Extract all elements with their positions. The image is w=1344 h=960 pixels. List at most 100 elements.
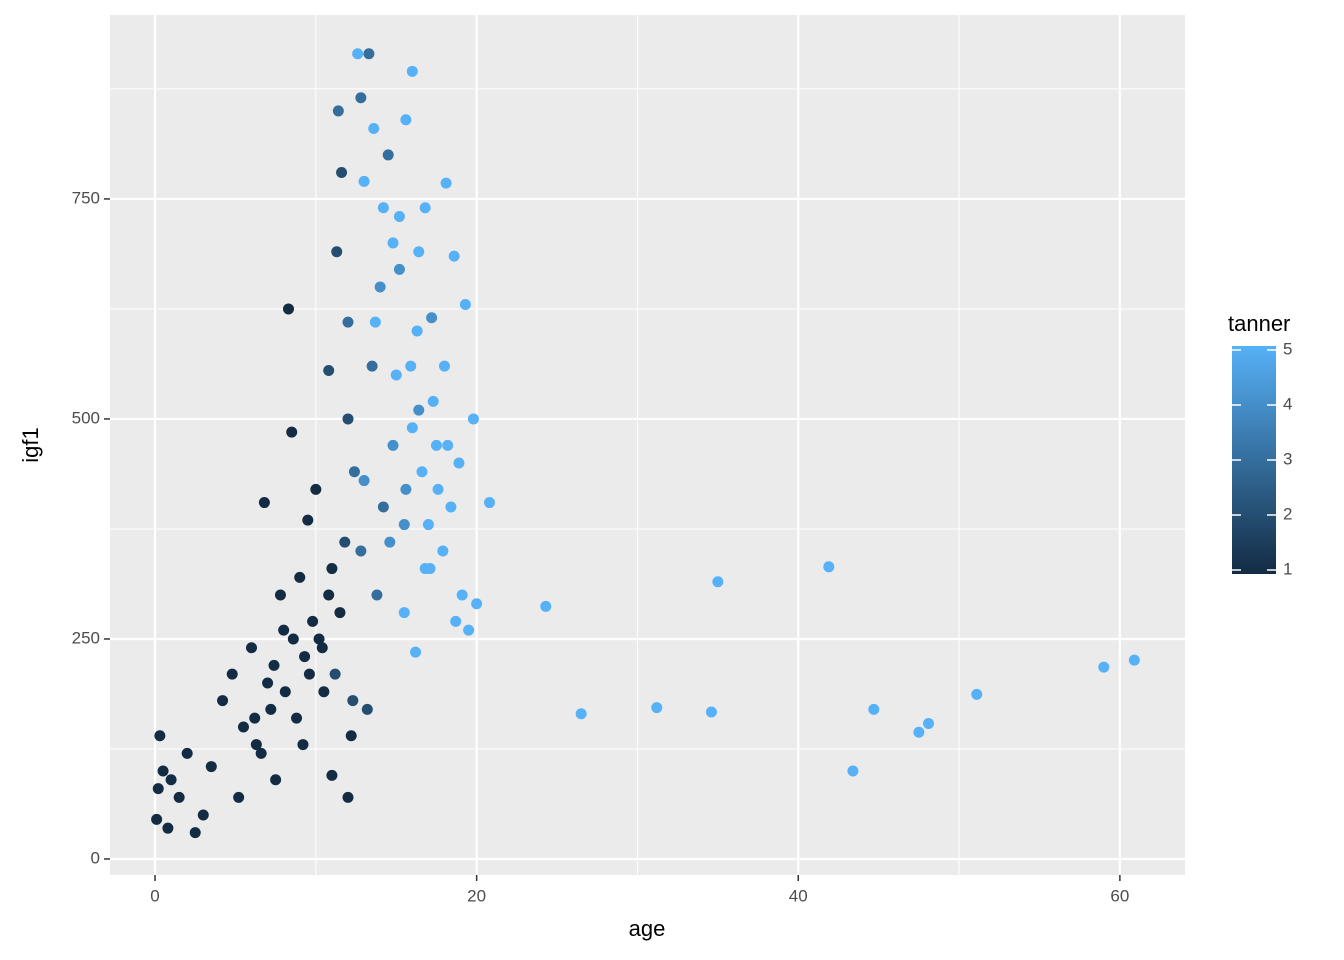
point (371, 589, 383, 601)
legend-label: 1 (1283, 559, 1292, 578)
point (162, 822, 174, 834)
point (297, 739, 309, 751)
point (405, 360, 417, 372)
point (181, 747, 193, 759)
point (400, 114, 412, 126)
point (233, 791, 245, 803)
point (366, 360, 378, 372)
point (189, 827, 201, 839)
point (411, 325, 423, 337)
point (329, 668, 341, 680)
point (438, 360, 450, 372)
point (318, 686, 330, 698)
point (422, 519, 434, 531)
point (151, 813, 163, 825)
point (205, 761, 217, 773)
point (387, 439, 399, 451)
point (419, 563, 431, 575)
point (432, 483, 444, 495)
point (456, 589, 468, 601)
point (197, 809, 209, 821)
point (712, 576, 724, 588)
point (484, 497, 496, 509)
point (282, 303, 294, 315)
y-axis-label: igf1 (18, 427, 43, 462)
point (265, 703, 277, 715)
x-tick-label: 40 (789, 886, 808, 905)
point (427, 395, 439, 407)
point (165, 774, 177, 786)
point (355, 92, 367, 104)
legend-title: tanner (1228, 311, 1290, 336)
point (430, 439, 442, 451)
y-tick-label: 0 (91, 848, 100, 867)
point (323, 365, 335, 377)
point (416, 466, 428, 478)
point (705, 706, 717, 718)
x-axis-label: age (629, 916, 666, 941)
point (152, 783, 164, 795)
point (279, 686, 291, 698)
point (326, 563, 338, 575)
point (467, 413, 479, 425)
point (342, 791, 354, 803)
point (345, 730, 357, 742)
point (823, 561, 835, 573)
point (336, 167, 348, 179)
point (448, 250, 460, 262)
point (303, 668, 315, 680)
point (217, 695, 229, 707)
legend-label: 5 (1283, 339, 1292, 358)
point (255, 747, 267, 759)
point (410, 646, 422, 658)
point (358, 475, 370, 487)
point (413, 404, 425, 416)
point (294, 571, 306, 583)
point (1128, 654, 1140, 666)
point (246, 642, 258, 654)
point (450, 615, 462, 627)
x-tick-label: 60 (1110, 886, 1129, 905)
point (377, 202, 389, 214)
point (355, 545, 367, 557)
point (157, 765, 169, 777)
x-tick-label: 20 (467, 886, 486, 905)
point (387, 237, 399, 249)
point (459, 299, 471, 311)
point (368, 123, 380, 135)
point (651, 702, 663, 714)
point (173, 791, 185, 803)
point (463, 624, 475, 636)
point (237, 721, 249, 733)
y-tick-label: 250 (72, 628, 100, 647)
point (971, 688, 983, 700)
point (369, 316, 381, 328)
point (302, 514, 314, 526)
point (426, 312, 438, 324)
point (347, 695, 359, 707)
point (377, 501, 389, 513)
point (358, 175, 370, 187)
legend-label: 2 (1283, 504, 1292, 523)
point (398, 607, 410, 619)
point (258, 497, 270, 509)
point (374, 281, 386, 293)
point (316, 642, 328, 654)
point (847, 765, 859, 777)
point (913, 726, 925, 738)
point (419, 202, 431, 214)
point (342, 316, 354, 328)
point (291, 712, 303, 724)
point (250, 739, 262, 751)
point (437, 545, 449, 557)
point (299, 651, 311, 663)
point (382, 149, 394, 161)
point (332, 105, 344, 117)
point (440, 177, 452, 189)
point (154, 730, 166, 742)
point (307, 615, 319, 627)
point (540, 600, 552, 612)
panel (110, 15, 1185, 875)
point (398, 519, 410, 531)
